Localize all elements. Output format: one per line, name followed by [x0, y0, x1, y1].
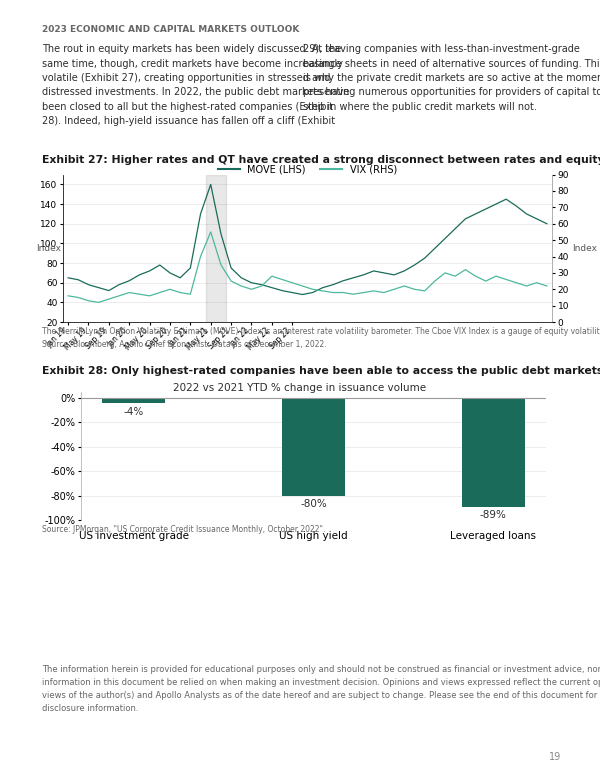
Text: The rout in equity markets has been widely discussed. At the
same time, though, : The rout in equity markets has been wide…	[42, 44, 349, 126]
Legend: MOVE (LHS), VIX (RHS): MOVE (LHS), VIX (RHS)	[214, 161, 401, 178]
Text: Index: Index	[36, 244, 61, 253]
Text: 2022 vs 2021 YTD % change in issuance volume: 2022 vs 2021 YTD % change in issuance vo…	[173, 383, 427, 393]
Text: Index: Index	[572, 244, 597, 253]
Text: Exhibit 27: Higher rates and QT have created a strong disconnect between rates a: Exhibit 27: Higher rates and QT have cre…	[42, 155, 600, 165]
Text: 29), leaving companies with less-than-investment-grade
balance sheets in need of: 29), leaving companies with less-than-in…	[303, 44, 600, 112]
Text: The Merrill Lynch Option Volatility Estimate (MOVE) Index is an interest rate vo: The Merrill Lynch Option Volatility Esti…	[42, 327, 600, 348]
Text: -80%: -80%	[300, 499, 327, 509]
Bar	[206, 175, 226, 322]
Text: -4%: -4%	[124, 407, 144, 417]
Text: Source: JPMorgan, "US Corporate Credit Issuance Monthly, October 2022".: Source: JPMorgan, "US Corporate Credit I…	[42, 525, 325, 535]
Text: 2023 ECONOMIC AND CAPITAL MARKETS OUTLOOK: 2023 ECONOMIC AND CAPITAL MARKETS OUTLOO…	[42, 25, 299, 34]
Text: -89%: -89%	[480, 510, 507, 520]
Text: The information herein is provided for educational purposes only and should not : The information herein is provided for e…	[42, 665, 600, 712]
Bar	[102, 398, 165, 403]
Text: Exhibit 28: Only highest-rated companies have been able to access the public deb: Exhibit 28: Only highest-rated companies…	[42, 366, 600, 376]
Bar	[462, 398, 525, 507]
Text: 19: 19	[549, 752, 561, 762]
Bar	[282, 398, 345, 496]
